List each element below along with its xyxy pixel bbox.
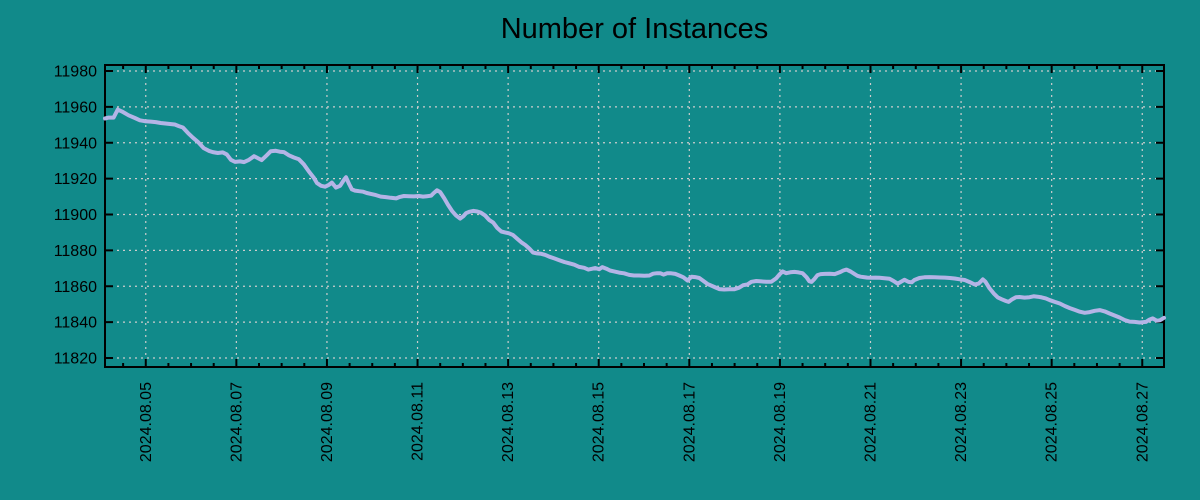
y-tick-label: 11820 <box>54 351 97 368</box>
x-tick-label: 2024.08.17 <box>681 382 698 462</box>
x-tick-label: 2024.08.11 <box>410 382 427 461</box>
y-tick-label: 11840 <box>54 315 97 332</box>
y-tick-label: 11860 <box>54 279 97 296</box>
x-tick-label: 2024.08.15 <box>591 382 608 462</box>
x-tick-label: 2024.08.09 <box>319 382 336 462</box>
y-tick-label: 11880 <box>54 243 97 260</box>
y-tick-label: 11920 <box>54 171 97 188</box>
y-tick-label: 11960 <box>54 99 97 116</box>
plot-frame <box>104 64 1165 368</box>
series-line-instances <box>103 107 1166 325</box>
x-tick-label: 2024.08.13 <box>500 382 517 462</box>
y-tick-label: 11900 <box>54 207 97 224</box>
x-tick-label: 2024.08.21 <box>862 382 879 462</box>
x-tick-label: 2024.08.07 <box>228 382 245 462</box>
x-tick-label: 2024.08.27 <box>1134 382 1151 462</box>
x-tick-label: 2024.08.25 <box>1044 382 1061 462</box>
chart-title: Number of Instances <box>500 13 769 45</box>
x-tick-label: 2024.08.19 <box>772 382 789 462</box>
y-tick-label: 11940 <box>54 135 97 152</box>
x-tick-label: 2024.08.05 <box>138 382 155 462</box>
x-tick-label: 2024.08.23 <box>953 382 970 462</box>
y-tick-label: 11980 <box>54 64 97 81</box>
